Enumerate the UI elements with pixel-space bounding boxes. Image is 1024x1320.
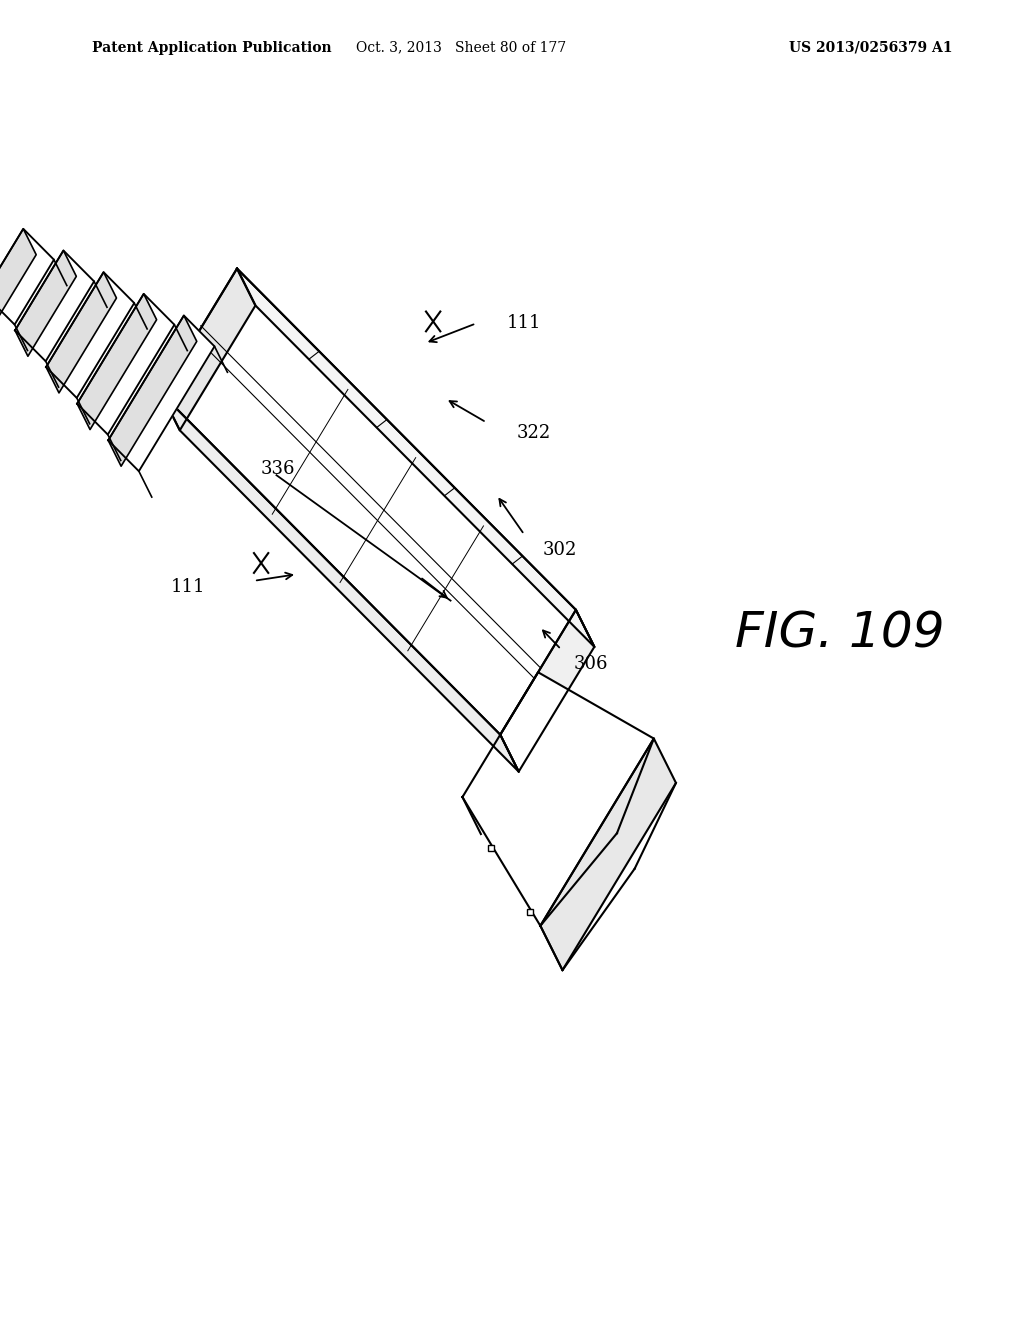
Polygon shape [77, 294, 174, 434]
Polygon shape [162, 268, 255, 430]
Polygon shape [541, 739, 676, 970]
Polygon shape [15, 251, 94, 362]
Polygon shape [162, 268, 575, 735]
Polygon shape [109, 315, 197, 466]
Text: FIG. 109: FIG. 109 [735, 610, 944, 657]
Polygon shape [501, 610, 594, 772]
Text: US 2013/0256379 A1: US 2013/0256379 A1 [788, 41, 952, 54]
Text: 306: 306 [573, 655, 608, 673]
Polygon shape [0, 228, 54, 325]
Text: 336: 336 [261, 459, 296, 478]
Polygon shape [237, 268, 594, 647]
Polygon shape [109, 315, 214, 471]
Polygon shape [46, 272, 134, 397]
Polygon shape [162, 393, 519, 772]
Polygon shape [0, 228, 36, 319]
Text: Oct. 3, 2013   Sheet 80 of 177: Oct. 3, 2013 Sheet 80 of 177 [355, 41, 566, 54]
Text: 322: 322 [517, 424, 551, 442]
Polygon shape [77, 294, 157, 429]
Polygon shape [46, 272, 117, 393]
Polygon shape [463, 672, 654, 925]
Text: 302: 302 [543, 541, 578, 560]
Text: 111: 111 [170, 578, 205, 597]
Polygon shape [15, 251, 77, 356]
Text: 111: 111 [507, 314, 542, 333]
Text: Patent Application Publication: Patent Application Publication [92, 41, 332, 54]
